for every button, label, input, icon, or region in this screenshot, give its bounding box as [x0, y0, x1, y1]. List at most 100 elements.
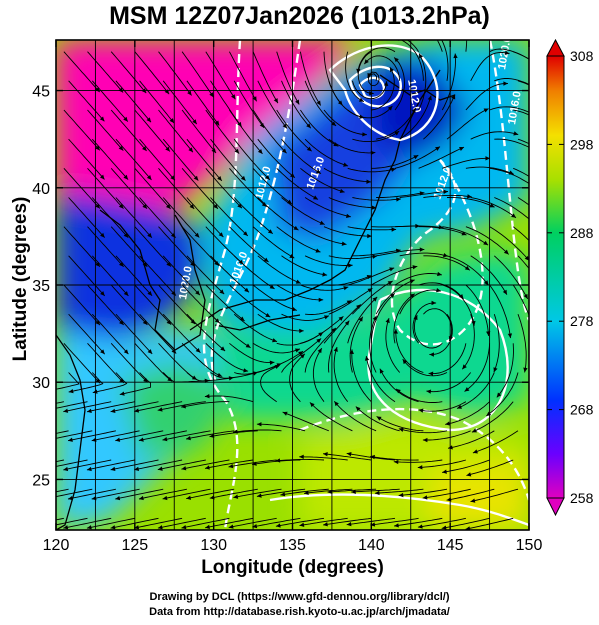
streamline-arrowhead — [464, 265, 470, 271]
colorbar-tick-label: 268 — [570, 402, 594, 418]
streamline — [229, 284, 271, 318]
credit-data: Data from http://database.rish.kyoto-u.a… — [149, 606, 450, 618]
streamline — [67, 488, 116, 500]
streamline-arrowhead — [68, 437, 73, 442]
streamline — [157, 459, 206, 471]
streamline-arrowhead — [40, 409, 45, 413]
streamline — [181, 51, 214, 98]
streamline-arrowhead — [389, 67, 394, 73]
streamline — [447, 197, 495, 208]
streamline-arrowhead — [513, 131, 519, 136]
grid-lines — [56, 40, 529, 530]
streamline-arrowhead — [280, 492, 286, 497]
wind-streamlines — [21, 40, 529, 530]
streamline-arrowhead — [391, 227, 397, 232]
streamline-arrowhead — [393, 459, 399, 465]
colorbar-tick-label: 298 — [570, 136, 594, 152]
streamline — [110, 226, 148, 268]
streamline — [205, 342, 249, 372]
streamline-arrowhead — [244, 287, 250, 293]
streamline — [328, 255, 378, 260]
streamline-arrowhead — [461, 231, 467, 236]
streamline — [281, 138, 322, 174]
streamline — [347, 226, 397, 231]
streamline — [134, 284, 172, 326]
streamline — [281, 338, 322, 373]
streamline — [402, 358, 448, 377]
streamline — [289, 353, 306, 403]
streamline — [139, 80, 175, 124]
streamline-arrowhead — [86, 525, 92, 530]
streamline-arrowhead — [484, 280, 489, 286]
streamline-arrowhead — [282, 123, 288, 129]
streamline — [398, 488, 448, 496]
streamline — [406, 40, 419, 52]
streamline-arrowhead — [413, 155, 419, 160]
streamline — [157, 401, 206, 411]
streamline — [304, 138, 349, 167]
streamline-arrowhead — [435, 146, 441, 151]
streamline — [63, 517, 112, 529]
y-tick-label: 35 — [32, 278, 50, 295]
streamline — [181, 168, 219, 210]
streamline-arrowhead — [21, 496, 26, 500]
streamline-arrowhead — [232, 429, 238, 434]
streamline-arrowhead — [181, 404, 186, 409]
streamline-arrowhead — [237, 203, 243, 209]
streamline — [186, 488, 235, 500]
streamline — [471, 401, 514, 433]
streamline — [68, 80, 105, 122]
colorbar-tick-label: 258 — [570, 490, 594, 506]
streamline — [441, 53, 456, 111]
streamline-arrowhead — [319, 220, 325, 225]
credit-drawing: Drawing by DCL (https://www.gfd-dennou.o… — [149, 591, 450, 603]
streamline-arrowhead — [295, 99, 300, 105]
streamline-arrowhead — [63, 408, 69, 413]
streamline — [399, 252, 449, 257]
streamline-arrowhead — [205, 465, 210, 470]
streamline — [162, 138, 199, 181]
streamline-arrowhead — [459, 147, 465, 151]
streamline — [393, 57, 405, 111]
streamline — [328, 138, 376, 154]
streamline — [447, 430, 495, 449]
streamline-arrowhead — [192, 119, 197, 125]
streamline-arrowhead — [21, 438, 26, 442]
streamline-arrowhead — [412, 265, 418, 270]
streamline-arrowhead — [394, 57, 399, 63]
streamline-arrowhead — [157, 466, 163, 471]
streamline-arrowhead — [265, 312, 271, 318]
streamline — [91, 80, 129, 122]
streamline-arrowhead — [243, 368, 249, 373]
streamline-arrowhead — [427, 95, 432, 101]
streamline-arrowhead — [387, 105, 393, 111]
streamline — [210, 313, 251, 349]
streamline — [233, 488, 282, 498]
streamline — [233, 80, 265, 129]
streamline — [63, 167, 101, 209]
streamline — [162, 255, 201, 296]
streamline-arrowhead — [413, 315, 418, 321]
y-tick-label: 30 — [32, 375, 50, 392]
streamline-arrowhead — [394, 131, 400, 136]
streamline — [345, 51, 365, 103]
streamline-arrowhead — [346, 300, 352, 305]
streamline — [464, 343, 491, 392]
streamline-arrowhead — [465, 526, 471, 530]
streamline-arrowhead — [299, 522, 305, 527]
streamline-arrowhead — [189, 204, 195, 209]
streamline — [205, 51, 236, 100]
streamline-arrowhead — [191, 375, 197, 380]
streamline-arrowhead — [68, 388, 74, 394]
streamline-arrowhead — [190, 319, 196, 325]
streamline — [139, 138, 176, 181]
streamline — [300, 316, 344, 344]
streamline-arrowhead — [422, 437, 428, 443]
streamline-arrowhead — [275, 458, 281, 463]
streamline — [428, 343, 467, 375]
streamline — [63, 401, 112, 413]
streamline-arrowhead — [119, 378, 124, 383]
streamline-arrowhead — [316, 100, 321, 106]
streamline — [186, 313, 226, 352]
streamline — [68, 255, 106, 297]
